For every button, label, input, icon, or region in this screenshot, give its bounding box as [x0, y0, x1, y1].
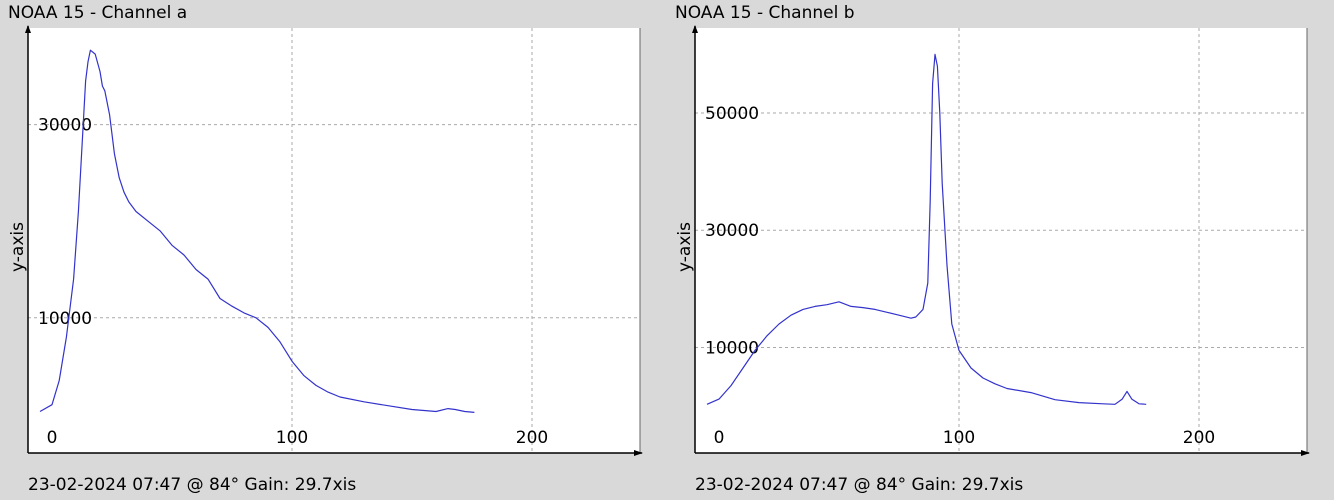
chart-footer: 23-02-2024 07:47 @ 84° Gain: 29.7xis: [28, 475, 357, 495]
x-tick-label: 0: [714, 428, 725, 448]
chart-panel-channel-a: NOAA 15 - Channel a y-axis 0 100 200 10000 3…: [8, 3, 643, 495]
x-tick-label: 200: [516, 428, 548, 448]
chart-title: NOAA 15 - Channel b: [675, 3, 855, 23]
chart-panel-channel-b: NOAA 15 - Channel b y-axis 0 100 200 10000 3…: [667, 0, 1334, 500]
x-tick-label: 100: [943, 428, 975, 448]
chart-plot-area: 0 100 200 10000 30000: [25, 25, 643, 456]
y-tick-label: 30000: [38, 116, 92, 136]
x-tick-label: 100: [276, 428, 308, 448]
y-tick-label: 10000: [705, 338, 759, 358]
y-axis-arrow: [692, 25, 698, 33]
y-tick-label: 50000: [705, 104, 759, 124]
chart-title: NOAA 15 - Channel a: [8, 3, 188, 23]
x-tick-label: 0: [47, 428, 58, 448]
x-axis-arrow: [634, 450, 643, 456]
plot-background: [28, 28, 640, 453]
chart-plot-area: 0 100 200 10000 30000 50000: [692, 25, 1310, 456]
chart-footer: 23-02-2024 07:47 @ 84° Gain: 29.7xis: [695, 475, 1024, 495]
y-tick-label: 10000: [38, 309, 92, 329]
data-series-line: [706, 53, 1147, 405]
x-tick-label: 200: [1183, 428, 1215, 448]
y-axis-arrow: [25, 25, 31, 33]
data-series-line: [39, 49, 475, 413]
x-axis-arrow: [1301, 450, 1310, 456]
y-tick-label: 30000: [705, 221, 759, 241]
plot-background: [695, 28, 1307, 453]
